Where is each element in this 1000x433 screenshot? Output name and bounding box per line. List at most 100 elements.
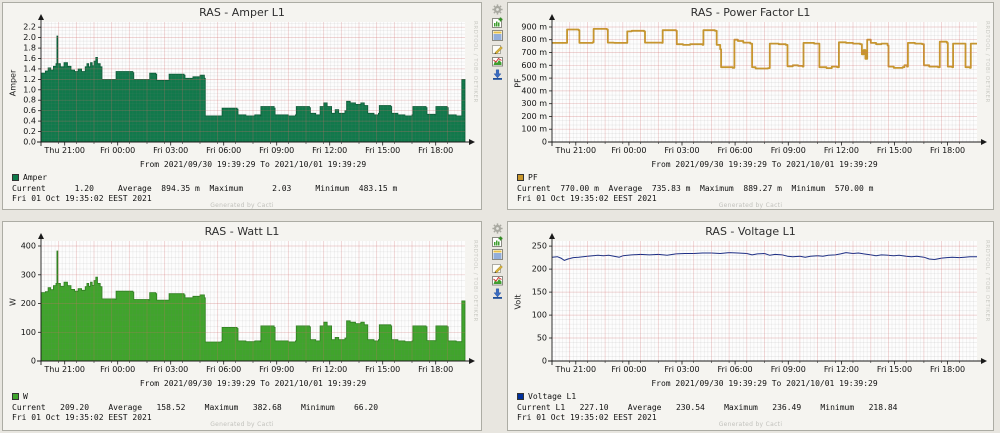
- graph-source-icon[interactable]: [492, 275, 503, 286]
- plot-area[interactable]: Thu 21:00 Fri 00:00 Fri 03:00 Fri 06:00 Fri …: [3, 222, 483, 384]
- svg-text:Fri 18:00: Fri 18:00: [418, 146, 453, 155]
- stats-line: Current L1 227.10 Average 230.54 Maximum…: [517, 403, 898, 412]
- svg-text:100: 100: [532, 311, 547, 320]
- svg-text:100: 100: [21, 328, 36, 337]
- svg-text:Fri 03:00: Fri 03:00: [664, 365, 699, 374]
- svg-text:Thu 21:00: Thu 21:00: [43, 146, 85, 155]
- svg-text:Fri 15:00: Fri 15:00: [877, 146, 912, 155]
- svg-text:Fri 06:00: Fri 06:00: [206, 365, 241, 374]
- svg-text:200 m: 200 m: [521, 112, 547, 121]
- svg-text:0: 0: [542, 138, 547, 147]
- legend-swatch: [12, 174, 19, 181]
- svg-text:Fri 03:00: Fri 03:00: [153, 146, 188, 155]
- svg-text:Fri 18:00: Fri 18:00: [930, 365, 965, 374]
- svg-text:400 m: 400 m: [521, 86, 547, 95]
- svg-text:1.2: 1.2: [23, 75, 36, 84]
- svg-text:300 m: 300 m: [521, 99, 547, 108]
- svg-text:2.2: 2.2: [23, 23, 36, 32]
- graph-settings-icon[interactable]: [492, 4, 503, 15]
- svg-text:200: 200: [21, 299, 36, 308]
- svg-text:Fri 09:00: Fri 09:00: [771, 365, 806, 374]
- stats-line: Current 770.00 m Average 735.83 m Maximu…: [517, 184, 874, 193]
- rrdtool-credit: RRDTOOL / TOBI OETIKER: [984, 21, 990, 103]
- graph-action-strip: [492, 4, 504, 80]
- cacti-watermark: Generated by Cacti: [210, 421, 274, 428]
- rrdtool-credit: RRDTOOL / TOBI OETIKER: [472, 240, 478, 322]
- svg-text:0.8: 0.8: [23, 96, 36, 105]
- export-graph-icon[interactable]: [492, 69, 503, 80]
- svg-text:800 m: 800 m: [521, 35, 547, 44]
- svg-text:Fri 09:00: Fri 09:00: [259, 146, 294, 155]
- svg-text:0.6: 0.6: [23, 106, 36, 115]
- legend-label: PF: [528, 173, 538, 182]
- plot-canvas[interactable]: Thu 21:00 Fri 00:00 Fri 03:00 Fri 06:00 Fri …: [3, 222, 483, 380]
- graph-panel-power-factor: RAS - Power Factor L1 PF Thu 21:00 Fri 00…: [507, 2, 994, 210]
- edit-graph-icon[interactable]: [492, 262, 503, 273]
- zoom-graph-icon[interactable]: [492, 17, 503, 28]
- graph-title: RAS - Watt L1: [204, 225, 280, 238]
- graph-source-icon[interactable]: [492, 56, 503, 67]
- svg-text:Thu 21:00: Thu 21:00: [554, 365, 596, 374]
- legend-label: W: [23, 392, 28, 401]
- svg-text:Fri 00:00: Fri 00:00: [611, 146, 646, 155]
- graph-panel-watt: RAS - Watt L1 W Thu 21:00 Fri 00:00 Fri 03…: [2, 221, 482, 431]
- svg-text:0: 0: [31, 357, 36, 366]
- svg-text:1.8: 1.8: [23, 44, 36, 53]
- legend-label: Voltage L1: [528, 392, 577, 401]
- csv-export-icon[interactable]: [492, 249, 503, 260]
- svg-text:Fri 00:00: Fri 00:00: [611, 365, 646, 374]
- svg-text:Fri 18:00: Fri 18:00: [418, 365, 453, 374]
- svg-text:Thu 21:00: Thu 21:00: [43, 365, 85, 374]
- plot-canvas[interactable]: Thu 21:00 Fri 00:00 Fri 03:00 Fri 06:00 Fri …: [508, 222, 995, 380]
- cacti-watermark: Generated by Cacti: [718, 202, 783, 209]
- rrdtool-credit: RRDTOOL / TOBI OETIKER: [984, 240, 990, 322]
- svg-text:Thu 21:00: Thu 21:00: [554, 146, 596, 155]
- svg-text:Fri 18:00: Fri 18:00: [930, 146, 965, 155]
- svg-text:Fri 15:00: Fri 15:00: [365, 146, 400, 155]
- svg-text:Fri 09:00: Fri 09:00: [259, 365, 294, 374]
- svg-text:Fri 03:00: Fri 03:00: [664, 146, 699, 155]
- svg-text:Fri 06:00: Fri 06:00: [206, 146, 241, 155]
- svg-text:1.4: 1.4: [23, 64, 36, 73]
- svg-text:100 m: 100 m: [521, 125, 547, 134]
- export-graph-icon[interactable]: [492, 288, 503, 299]
- svg-text:1.0: 1.0: [23, 85, 36, 94]
- svg-text:500 m: 500 m: [521, 74, 547, 83]
- svg-text:900 m: 900 m: [521, 23, 547, 32]
- edit-graph-icon[interactable]: [492, 43, 503, 54]
- svg-text:Fri 03:00: Fri 03:00: [153, 365, 188, 374]
- plot-area[interactable]: Thu 21:00 Fri 00:00 Fri 03:00 Fri 06:00 Fri …: [3, 3, 483, 165]
- graph-settings-icon[interactable]: [492, 223, 503, 234]
- timestamp-line: Fri 01 Oct 19:35:02 EEST 2021: [12, 194, 152, 203]
- svg-text:Fri 15:00: Fri 15:00: [365, 365, 400, 374]
- graph-panel-voltage: RAS - Voltage L1 Volt Thu 21:00 Fri 00:00…: [507, 221, 994, 431]
- time-range-label: From 2021/09/30 19:39:29 To 2021/10/01 1…: [139, 160, 367, 169]
- zoom-graph-icon[interactable]: [492, 236, 503, 247]
- timestamp-line: Fri 01 Oct 19:35:02 EEST 2021: [12, 413, 152, 422]
- plot-area[interactable]: Thu 21:00 Fri 00:00 Fri 03:00 Fri 06:00 Fri …: [508, 222, 995, 384]
- plot-area[interactable]: Thu 21:00 Fri 00:00 Fri 03:00 Fri 06:00 Fri …: [508, 3, 995, 165]
- svg-text:Fri 12:00: Fri 12:00: [312, 146, 347, 155]
- plot-canvas[interactable]: Thu 21:00 Fri 00:00 Fri 03:00 Fri 06:00 Fri …: [3, 3, 483, 161]
- svg-text:Fri 12:00: Fri 12:00: [312, 365, 347, 374]
- svg-text:Fri 06:00: Fri 06:00: [718, 146, 753, 155]
- svg-text:Fri 06:00: Fri 06:00: [718, 365, 753, 374]
- rrdtool-credit: RRDTOOL / TOBI OETIKER: [472, 21, 478, 103]
- svg-text:0.0: 0.0: [23, 138, 36, 147]
- svg-text:300: 300: [21, 270, 36, 279]
- stats-line: Current 209.20 Average 158.52 Maximum 38…: [12, 403, 379, 412]
- svg-text:600 m: 600 m: [521, 61, 547, 70]
- time-range-label: From 2021/09/30 19:39:29 To 2021/10/01 1…: [651, 379, 878, 388]
- timestamp-line: Fri 01 Oct 19:35:02 EEST 2021: [517, 413, 657, 422]
- plot-canvas[interactable]: Thu 21:00 Fri 00:00 Fri 03:00 Fri 06:00 Fri …: [508, 3, 995, 161]
- svg-text:Fri 12:00: Fri 12:00: [824, 146, 859, 155]
- svg-text:Fri 09:00: Fri 09:00: [771, 146, 806, 155]
- graph-title: RAS - Voltage L1: [705, 225, 796, 238]
- graph-panel-amper: RAS - Amper L1 Amper Thu 21:00 Fri 00:00 F…: [2, 2, 482, 210]
- svg-text:1.6: 1.6: [23, 54, 36, 63]
- stats-line: Current 1.20 Average 894.35 m Maximum 2.…: [12, 184, 398, 193]
- svg-text:0.2: 0.2: [23, 127, 36, 136]
- svg-text:2.0: 2.0: [23, 33, 36, 42]
- legend-label: Amper: [23, 173, 48, 182]
- csv-export-icon[interactable]: [492, 30, 503, 41]
